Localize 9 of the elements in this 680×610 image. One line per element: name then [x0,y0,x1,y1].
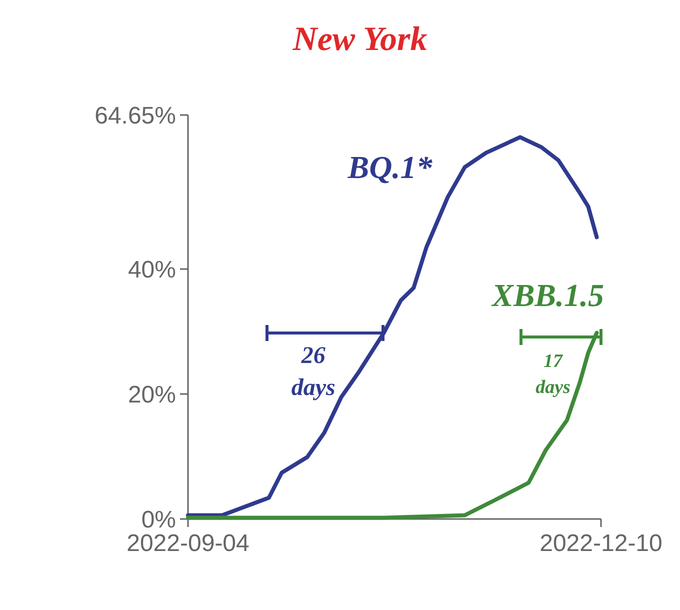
y-tick-label: 20% [128,381,176,408]
annotation: 17 days [536,351,570,398]
annotation: 26 days [291,343,336,401]
y-tick-label: 40% [128,256,176,284]
chart-title: New York [292,21,428,58]
series-label: BQ.1* [346,149,434,185]
y-tick-label: 64.65% [94,102,176,130]
x-tick-label: 2022-12-10 [540,530,662,557]
series-label: XBB.1.5 [490,277,604,313]
